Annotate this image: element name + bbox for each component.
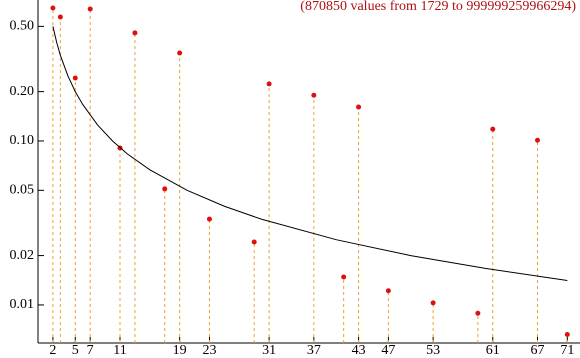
y-tick-label: 0.20 xyxy=(10,84,35,99)
y-tick-label: 0.02 xyxy=(10,248,35,263)
x-tick-label: 43 xyxy=(352,343,366,358)
y-tick-label: 0.50 xyxy=(10,19,35,34)
point xyxy=(57,14,63,20)
annotation: (870850 values from 1729 to 999999259966… xyxy=(300,0,576,14)
x-tick-label: 61 xyxy=(486,343,500,358)
x-tick-label: 11 xyxy=(113,343,126,358)
x-tick-label: 47 xyxy=(381,343,395,358)
point xyxy=(490,126,496,132)
x-tick-label: 2 xyxy=(49,343,56,358)
point xyxy=(50,5,56,11)
point xyxy=(564,332,570,338)
x-tick-label: 53 xyxy=(426,343,440,358)
y-tick-label: 0.01 xyxy=(10,297,35,312)
x-tick-label: 23 xyxy=(202,343,216,358)
point xyxy=(177,50,183,56)
point xyxy=(206,216,212,222)
x-tick-label: 19 xyxy=(173,343,187,358)
x-tick-label: 5 xyxy=(72,343,79,358)
point xyxy=(87,6,93,12)
y-tick-label: 0.05 xyxy=(10,183,35,198)
point xyxy=(385,288,391,294)
x-tick-label: 31 xyxy=(262,343,276,358)
curve xyxy=(52,26,568,281)
point xyxy=(475,310,481,316)
x-tick-label: 37 xyxy=(307,343,321,358)
point xyxy=(266,81,272,87)
x-tick-label: 71 xyxy=(560,343,574,358)
point xyxy=(311,92,317,98)
point xyxy=(356,104,362,110)
point xyxy=(132,30,138,36)
point xyxy=(162,186,168,192)
point xyxy=(535,137,541,143)
x-tick-label: 67 xyxy=(531,343,545,358)
x-tick-label: 7 xyxy=(87,343,94,358)
y-tick-label: 0.10 xyxy=(10,133,35,148)
point xyxy=(341,274,347,280)
point xyxy=(72,75,78,81)
point xyxy=(251,239,257,245)
point xyxy=(430,300,436,306)
